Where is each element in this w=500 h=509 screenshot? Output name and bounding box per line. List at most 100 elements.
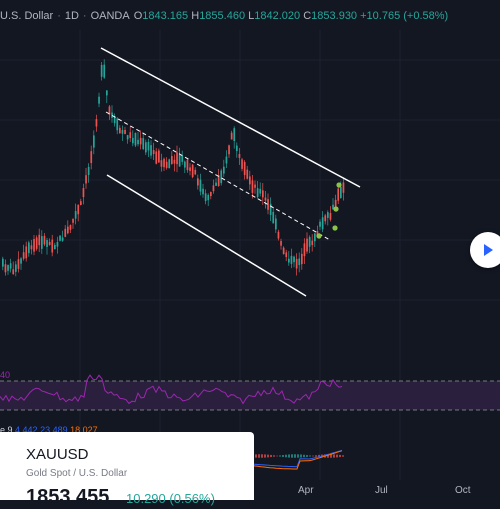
- candle-body: [280, 241, 282, 246]
- candle-body: [215, 182, 217, 186]
- candle-body: [220, 170, 223, 184]
- candle-body: [56, 242, 59, 247]
- candle-body: [254, 184, 256, 188]
- candle-body: [80, 201, 82, 206]
- candle-body: [342, 182, 345, 193]
- candle-body: [59, 235, 61, 241]
- candle-body: [186, 160, 189, 171]
- candle-body: [264, 197, 267, 201]
- ohlc: O1843.165 H1855.460 L1842.020 C1853.930 …: [133, 10, 449, 22]
- candle-body: [2, 258, 4, 267]
- candle-body: [324, 215, 327, 222]
- macd-bar: [282, 455, 284, 457]
- rsi-line: [0, 374, 343, 405]
- candle-body: [290, 255, 293, 264]
- signal-dot: [336, 182, 342, 188]
- candle-body: [87, 166, 90, 175]
- candle-body: [137, 139, 139, 145]
- candle-body: [82, 188, 85, 198]
- candle-body: [176, 152, 178, 165]
- symbol-name[interactable]: U.S. Dollar: [0, 10, 54, 22]
- candle-body: [35, 237, 38, 249]
- candle-body: [54, 244, 56, 250]
- candle-body: [152, 150, 155, 155]
- candle-body: [238, 153, 241, 158]
- interval[interactable]: 1D: [64, 10, 79, 22]
- macd-bar: [303, 454, 305, 458]
- candle-body: [134, 133, 137, 146]
- candle-body: [194, 169, 197, 175]
- candle-body: [282, 247, 285, 255]
- candles: [2, 59, 345, 277]
- macd-bar: [279, 455, 281, 457]
- candle-body: [334, 199, 337, 208]
- candle-body: [306, 238, 308, 252]
- candle-body: [340, 186, 342, 198]
- play-icon: [484, 244, 493, 256]
- candle-body: [295, 258, 298, 269]
- signal-dot: [332, 225, 338, 231]
- candle-body: [12, 269, 15, 275]
- candle-body: [43, 235, 46, 245]
- candle-body: [77, 204, 80, 215]
- symbol-header: U.S. Dollar · 1D · OANDA O1843.165 H1855…: [0, 10, 449, 22]
- candle-body: [150, 145, 152, 156]
- candle-body: [116, 118, 119, 131]
- candle-body: [28, 242, 30, 254]
- candle-body: [98, 96, 100, 104]
- signal-dots: [316, 182, 342, 239]
- macd-bar: [300, 454, 302, 458]
- candle-body: [15, 264, 17, 272]
- macd-bar: [270, 454, 272, 458]
- candle-body: [259, 188, 262, 194]
- time-axis-jul: Jul: [375, 485, 388, 496]
- candle-body: [329, 213, 332, 220]
- candle-body: [267, 199, 269, 210]
- candle-body: [124, 129, 126, 135]
- candle-body: [207, 194, 210, 201]
- candle-body: [189, 167, 191, 171]
- candle-body: [160, 160, 163, 167]
- card-description: Gold Spot / U.S. Dollar: [26, 468, 128, 479]
- candle-body: [228, 145, 230, 155]
- candle-body: [181, 155, 184, 162]
- candle-body: [155, 151, 158, 164]
- candle-body: [33, 239, 35, 252]
- channel-mid-line: [105, 111, 331, 241]
- macd-bar: [333, 454, 335, 458]
- candle-body: [236, 145, 238, 152]
- candle-body: [113, 116, 116, 124]
- candle-body: [321, 217, 324, 230]
- candle-body: [332, 204, 334, 210]
- candle-body: [64, 228, 67, 237]
- macd-bar: [291, 454, 293, 458]
- macd-bar: [336, 454, 338, 458]
- candle-body: [178, 155, 181, 167]
- candle-body: [171, 156, 173, 164]
- candle-body: [301, 253, 303, 265]
- candle-body: [41, 236, 43, 249]
- time-axis-oct: Oct: [455, 485, 471, 496]
- play-button[interactable]: [470, 232, 500, 268]
- candle-body: [269, 203, 272, 215]
- candle-body: [210, 192, 212, 197]
- macd-bar: [330, 454, 332, 458]
- candle-body: [61, 237, 64, 241]
- macd-bar: [264, 454, 266, 458]
- signal-dot: [316, 233, 322, 239]
- macd-bar: [255, 454, 257, 458]
- candle-body: [337, 188, 340, 201]
- candle-body: [277, 231, 280, 239]
- signal-dot: [333, 206, 339, 212]
- candle-body: [197, 178, 199, 186]
- candle-body: [7, 265, 9, 271]
- candle-body: [217, 175, 220, 187]
- candle-body: [272, 211, 275, 224]
- candle-body: [262, 190, 264, 198]
- change-value: +10.765 (+0.58%): [360, 10, 449, 22]
- candle-body: [243, 161, 246, 175]
- candle-body: [74, 211, 77, 219]
- symbol-card[interactable]: XAUUSD Gold Spot / U.S. Dollar 1853.455 …: [0, 432, 254, 508]
- rsi-value: 40: [0, 370, 11, 380]
